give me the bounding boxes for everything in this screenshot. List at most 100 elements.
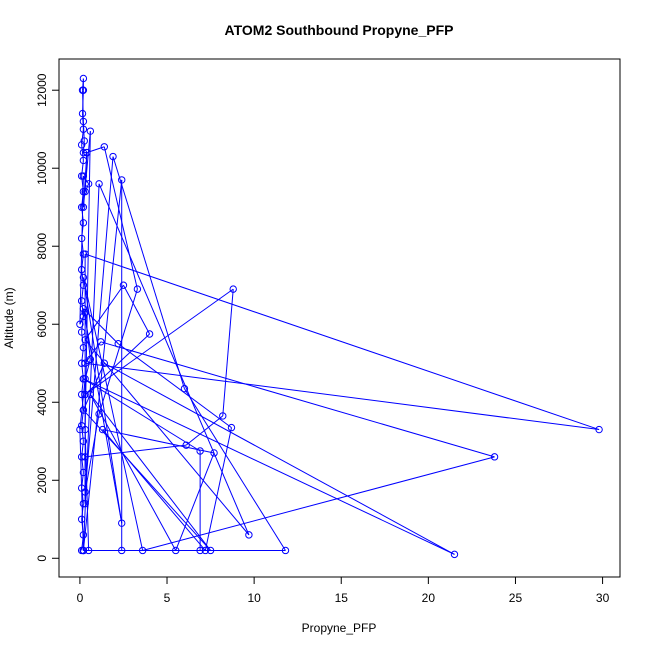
x-axis: 0 5 10 15 20 25 30 (77, 576, 610, 605)
series-segment (79, 176, 84, 325)
data-point (100, 359, 108, 367)
data-point (79, 74, 88, 83)
x-tick-label: 20 (422, 591, 436, 605)
data-point (77, 328, 86, 336)
data-point (84, 180, 93, 188)
series-segment (82, 183, 100, 551)
data-point (118, 176, 126, 184)
data-point (79, 281, 88, 289)
data-point (114, 340, 122, 348)
series-segment (79, 429, 84, 551)
data-point (180, 384, 189, 393)
data-point (245, 531, 253, 539)
data-point (77, 234, 86, 243)
data-point (196, 447, 204, 455)
x-tick-label: 30 (596, 591, 610, 605)
series-segment (81, 456, 84, 473)
data-point (81, 336, 89, 344)
data-point (206, 546, 215, 555)
series-segment (103, 146, 138, 290)
data-point (86, 355, 95, 364)
series-segment (104, 362, 455, 555)
series-segment (84, 339, 250, 536)
series-segment (81, 129, 84, 145)
data-point (79, 546, 88, 555)
series-segment (112, 156, 185, 389)
series-segment (175, 452, 215, 551)
data-point (81, 488, 89, 496)
series-segment (83, 378, 455, 555)
series-segment (81, 285, 84, 301)
chart-title: ATOM2 Southbound Propyne_PFP (225, 22, 454, 38)
data-point (77, 515, 86, 523)
series-segment (84, 413, 100, 493)
data-point (145, 330, 154, 338)
y-tick-label: 6000 (35, 311, 49, 338)
data-point (79, 156, 88, 165)
data-point (201, 546, 210, 555)
data-point (229, 285, 237, 293)
data-point (182, 441, 190, 449)
data-point (81, 425, 89, 434)
data-point (81, 359, 89, 367)
series-segment (81, 347, 84, 364)
data-point (86, 390, 95, 399)
series-segment (79, 378, 86, 430)
data-point (78, 109, 87, 118)
data-point (79, 172, 88, 180)
y-tick-label: 8000 (35, 233, 49, 260)
data-point (79, 437, 88, 445)
series-segment (102, 429, 215, 454)
data-point (118, 519, 126, 527)
data-point (80, 137, 88, 145)
data-point (77, 453, 86, 461)
data-point (77, 141, 86, 149)
data-point (81, 499, 89, 508)
data-point (79, 273, 88, 282)
data-point (81, 187, 89, 196)
data-point (81, 375, 89, 383)
series-segment (82, 90, 84, 122)
series-segment (81, 441, 84, 457)
series-segment (184, 388, 286, 551)
series-segment (89, 394, 177, 551)
data-point (97, 338, 105, 346)
data-point (77, 297, 86, 305)
x-tick-label: 5 (164, 591, 171, 605)
data-point (95, 410, 103, 418)
series-segment (79, 312, 86, 325)
series-segment (81, 409, 84, 426)
data-point (79, 219, 88, 227)
data-point (83, 148, 91, 157)
data-point (281, 546, 290, 555)
data-point (81, 390, 89, 399)
series-segment (204, 427, 232, 551)
data-point (138, 546, 147, 555)
series-segment (84, 429, 90, 551)
series-segment (81, 316, 84, 333)
data-point (79, 125, 88, 133)
data-point (172, 546, 180, 555)
x-tick-label: 10 (247, 591, 261, 605)
series-segment (85, 444, 187, 458)
data-point (79, 343, 88, 352)
series-segment (81, 144, 84, 161)
series-segment (85, 362, 600, 431)
data-point (450, 550, 459, 559)
data-point (133, 285, 142, 293)
data-point (79, 148, 88, 157)
data-point (79, 203, 88, 211)
data-point (118, 546, 126, 555)
data-point (79, 304, 88, 313)
y-tick-label: 2000 (35, 467, 49, 494)
series-segment (81, 269, 84, 286)
series-segment (98, 183, 250, 536)
x-tick-label: 25 (509, 591, 523, 605)
data-point (76, 320, 84, 328)
series-segment (100, 341, 495, 458)
series-segment (185, 415, 224, 446)
series-segment (84, 288, 234, 395)
data-point (210, 449, 218, 457)
